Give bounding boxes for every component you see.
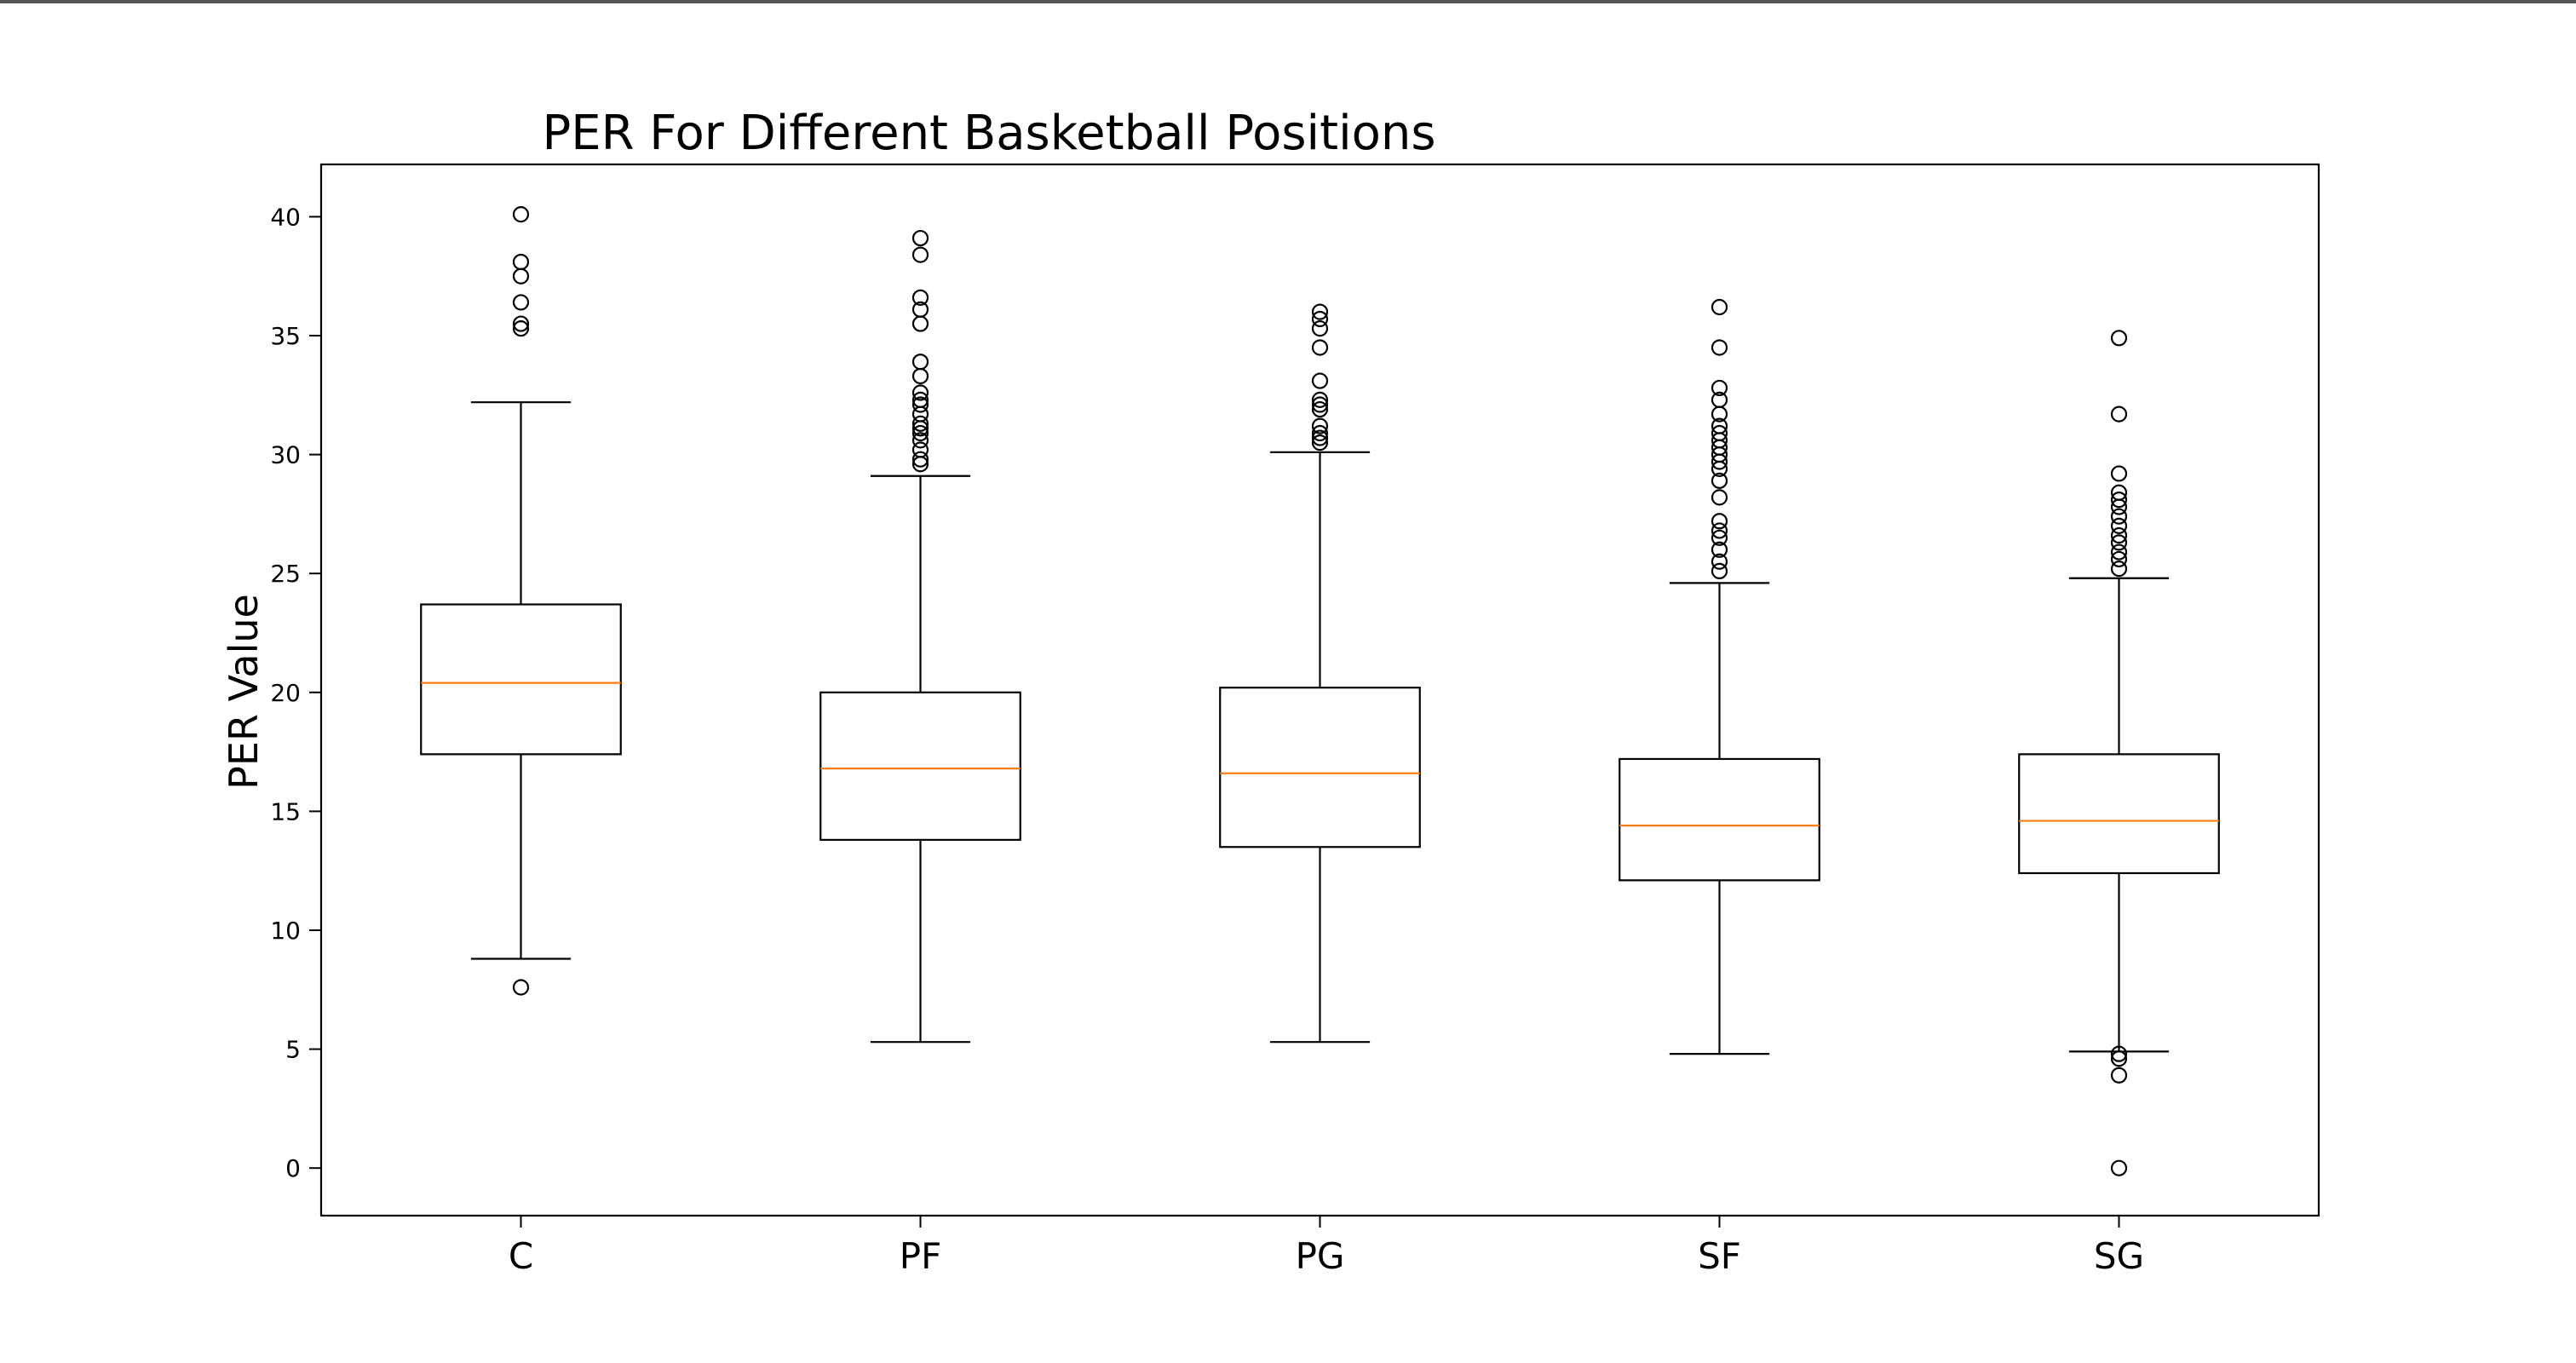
outlier-point xyxy=(911,367,929,385)
y-tick-label: 15 xyxy=(270,797,301,825)
iqr-box xyxy=(1619,757,1820,882)
y-tick-label: 30 xyxy=(270,441,301,469)
box-group xyxy=(420,206,622,996)
box-group xyxy=(1219,303,1421,1044)
y-axis-label: PER Value xyxy=(221,594,267,790)
x-tick-label: C xyxy=(509,1235,533,1277)
outlier-point xyxy=(2110,517,2128,534)
box-series xyxy=(420,206,2220,1176)
outlier-point xyxy=(911,315,929,332)
outlier-point xyxy=(911,229,929,247)
outlier-point xyxy=(1311,417,1329,434)
x-tick-label: SF xyxy=(1698,1235,1741,1277)
outlier-point xyxy=(512,315,530,332)
outlier-point xyxy=(1711,489,1728,506)
outlier-point xyxy=(911,451,929,468)
outlier-point xyxy=(2110,330,2128,347)
x-tick-label: PG xyxy=(1296,1235,1345,1277)
outlier-point xyxy=(911,246,929,263)
outlier-point xyxy=(911,424,929,442)
box-group xyxy=(1619,298,1820,1055)
outlier-point xyxy=(1311,339,1329,356)
outlier-point xyxy=(911,415,929,432)
outlier-point xyxy=(1711,513,1728,530)
iqr-box xyxy=(819,691,1021,841)
outlier-point xyxy=(2110,465,2128,482)
outlier-point xyxy=(1311,424,1329,442)
outlier-point xyxy=(1311,303,1329,320)
outlier-point xyxy=(1311,396,1329,413)
outlier-point xyxy=(1311,372,1329,389)
outlier-point xyxy=(512,294,530,311)
outlier-point xyxy=(911,384,929,401)
iqr-box xyxy=(2018,753,2220,875)
outlier-point xyxy=(1711,522,1728,539)
outlier-point xyxy=(2110,1045,2128,1062)
outlier-point xyxy=(911,396,929,413)
outlier-point xyxy=(911,391,929,408)
outlier-point xyxy=(512,979,530,996)
outlier-point xyxy=(1711,417,1728,434)
outlier-point xyxy=(1311,310,1329,328)
outlier-point xyxy=(2110,561,2128,578)
y-tick-label: 5 xyxy=(285,1036,301,1064)
iqr-box xyxy=(420,603,622,756)
chart-title: PER For Different Basketball Positions xyxy=(542,106,1435,161)
outlier-point xyxy=(1311,391,1329,408)
outlier-point xyxy=(1311,434,1329,451)
outlier-point xyxy=(1711,472,1728,489)
y-axis: 0 5 10 15 20 25 30 35 40 xyxy=(270,203,321,1182)
outlier-point xyxy=(2110,543,2128,561)
outlier-point xyxy=(2110,492,2128,509)
top-border xyxy=(0,0,2576,3)
x-tick-label: PF xyxy=(900,1235,942,1277)
outlier-point xyxy=(1711,424,1728,442)
box-group xyxy=(2018,330,2220,1176)
outlier-point xyxy=(1711,529,1728,546)
outlier-point xyxy=(911,354,929,371)
y-tick-label: 40 xyxy=(270,203,301,231)
outlier-point xyxy=(1711,553,1728,570)
outlier-point xyxy=(1711,391,1728,408)
y-tick-label: 10 xyxy=(270,917,301,945)
outlier-point xyxy=(1311,400,1329,418)
outlier-point xyxy=(911,301,929,318)
outlier-point xyxy=(911,441,929,458)
iqr-box xyxy=(1219,687,1421,848)
outlier-point xyxy=(1311,429,1329,446)
outlier-point xyxy=(512,267,530,285)
box-group xyxy=(819,229,1021,1044)
outlier-point xyxy=(2110,534,2128,551)
outlier-point xyxy=(1711,379,1728,397)
outlier-point xyxy=(512,320,530,337)
outlier-point xyxy=(1711,562,1728,580)
y-tick-label: 25 xyxy=(270,560,301,588)
outlier-point xyxy=(2110,526,2128,544)
outlier-point xyxy=(1311,320,1329,337)
outlier-point xyxy=(2110,1159,2128,1176)
outlier-point xyxy=(2110,1050,2128,1067)
outlier-point xyxy=(1711,298,1728,316)
y-tick-label: 20 xyxy=(270,679,301,707)
outlier-point xyxy=(2110,508,2128,525)
outlier-point xyxy=(512,253,530,271)
outlier-point xyxy=(2110,550,2128,568)
outlier-point xyxy=(2110,405,2128,423)
x-tick-label: SG xyxy=(2094,1235,2144,1277)
y-tick-label: 0 xyxy=(285,1154,301,1182)
outlier-point xyxy=(2110,484,2128,501)
outlier-point xyxy=(911,289,929,306)
outlier-point xyxy=(512,206,530,223)
outlier-point xyxy=(911,432,929,449)
y-tick-label: 35 xyxy=(270,322,301,350)
outlier-point xyxy=(2110,1067,2128,1084)
outlier-point xyxy=(1711,339,1728,356)
outlier-point xyxy=(1711,541,1728,558)
x-axis: C PF PG SF SG xyxy=(509,1216,2144,1277)
